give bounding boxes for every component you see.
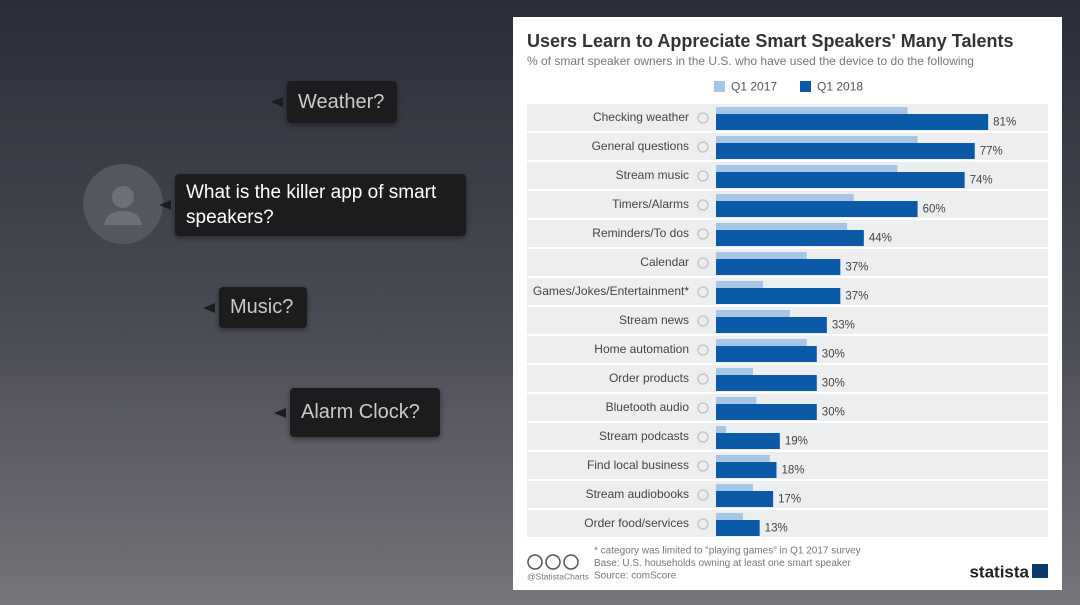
- value-label: 44%: [869, 233, 892, 245]
- category-label: Home automation: [594, 342, 689, 356]
- category-icon: [697, 112, 709, 124]
- category-icon: [697, 228, 709, 240]
- bar: [716, 107, 908, 114]
- row-band: [527, 423, 1048, 450]
- bar: [716, 252, 807, 259]
- category-icon: [697, 373, 709, 385]
- value-label: 30%: [822, 407, 845, 419]
- bar: [716, 317, 827, 333]
- value-label: 37%: [845, 291, 868, 303]
- bubble: Weather?: [271, 81, 397, 123]
- category-label: Find local business: [587, 458, 689, 472]
- bar: [716, 397, 757, 404]
- category-label: Games/Jokes/Entertainment*: [533, 284, 689, 298]
- bar: [716, 114, 989, 130]
- row-band: [527, 452, 1048, 479]
- note: Base: U.S. households owning at least on…: [594, 558, 851, 569]
- value-label: 60%: [923, 204, 946, 216]
- category-label: Bluetooth audio: [606, 400, 690, 414]
- category-icon: [697, 199, 709, 211]
- category-icon: [697, 518, 709, 530]
- legend-swatch: [714, 81, 725, 92]
- value-label: 33%: [832, 320, 855, 332]
- bar: [716, 223, 848, 230]
- category-label: General questions: [592, 139, 689, 153]
- value-label: 30%: [822, 349, 845, 361]
- note: Source: comScore: [594, 571, 677, 582]
- category-icon: [697, 402, 709, 414]
- category-label: Stream music: [616, 168, 689, 182]
- value-label: 30%: [822, 378, 845, 390]
- credit: @StatistaCharts: [527, 571, 589, 581]
- bubble: What is the killer app of smart speakers…: [159, 174, 466, 236]
- bubble: Alarm Clock?: [274, 388, 440, 437]
- category-icon: [697, 141, 709, 153]
- bar: [716, 491, 774, 507]
- avatar: [83, 164, 163, 244]
- category-label: Checking weather: [593, 110, 689, 124]
- bar: [716, 281, 764, 288]
- bar: [716, 433, 780, 449]
- category-label: Stream podcasts: [599, 429, 689, 443]
- category-icon: [697, 344, 709, 356]
- chart-title: Users Learn to Appreciate Smart Speakers…: [527, 31, 1013, 51]
- bar: [716, 426, 727, 433]
- legend-label: Q1 2017: [731, 80, 777, 94]
- category-label: Timers/Alarms: [612, 197, 689, 211]
- bar: [716, 484, 753, 491]
- category-label: Reminders/To dos: [592, 226, 689, 240]
- value-label: 13%: [765, 523, 788, 535]
- category-icon: [697, 489, 709, 501]
- bar: [716, 346, 817, 362]
- row-band: [527, 481, 1048, 508]
- category-icon: [697, 315, 709, 327]
- value-label: 18%: [781, 465, 804, 477]
- value-label: 74%: [970, 175, 993, 187]
- bar: [716, 201, 918, 217]
- category-icon: [697, 460, 709, 472]
- category-label: Stream audiobooks: [586, 487, 689, 501]
- bar: [716, 259, 841, 275]
- note: * category was limited to "playing games…: [594, 546, 861, 557]
- bar: [716, 455, 770, 462]
- value-label: 17%: [778, 494, 801, 506]
- category-icon: [697, 431, 709, 443]
- value-label: 77%: [980, 146, 1003, 158]
- bar: [716, 194, 854, 201]
- value-label: 37%: [845, 262, 868, 274]
- bar: [716, 368, 753, 375]
- bar: [716, 462, 777, 478]
- bar: [716, 339, 807, 346]
- category-label: Order products: [609, 371, 689, 385]
- bar: [716, 520, 760, 536]
- category-label: Stream news: [619, 313, 689, 327]
- bar: [716, 165, 898, 172]
- bar: [716, 513, 743, 520]
- bar: [716, 288, 841, 304]
- bar: [716, 136, 918, 143]
- category-icon: [697, 257, 709, 269]
- category-label: Order food/services: [584, 516, 689, 530]
- category-icon: [697, 286, 709, 298]
- chart-subtitle: % of smart speaker owners in the U.S. wh…: [527, 54, 974, 68]
- bar: [716, 172, 965, 188]
- bar: [716, 404, 817, 420]
- bar: [716, 230, 864, 246]
- chart: Users Learn to Appreciate Smart Speakers…: [513, 17, 1062, 590]
- bar: [716, 375, 817, 391]
- category-label: Calendar: [640, 255, 689, 269]
- bar: [716, 310, 790, 317]
- brand: statista: [969, 562, 1029, 581]
- legend-swatch: [800, 81, 811, 92]
- legend-label: Q1 2018: [817, 80, 863, 94]
- bubble: Music?: [203, 287, 307, 328]
- row-band: [527, 510, 1048, 537]
- value-label: 19%: [785, 436, 808, 448]
- bar: [716, 143, 975, 159]
- value-label: 81%: [993, 117, 1016, 129]
- category-icon: [697, 170, 709, 182]
